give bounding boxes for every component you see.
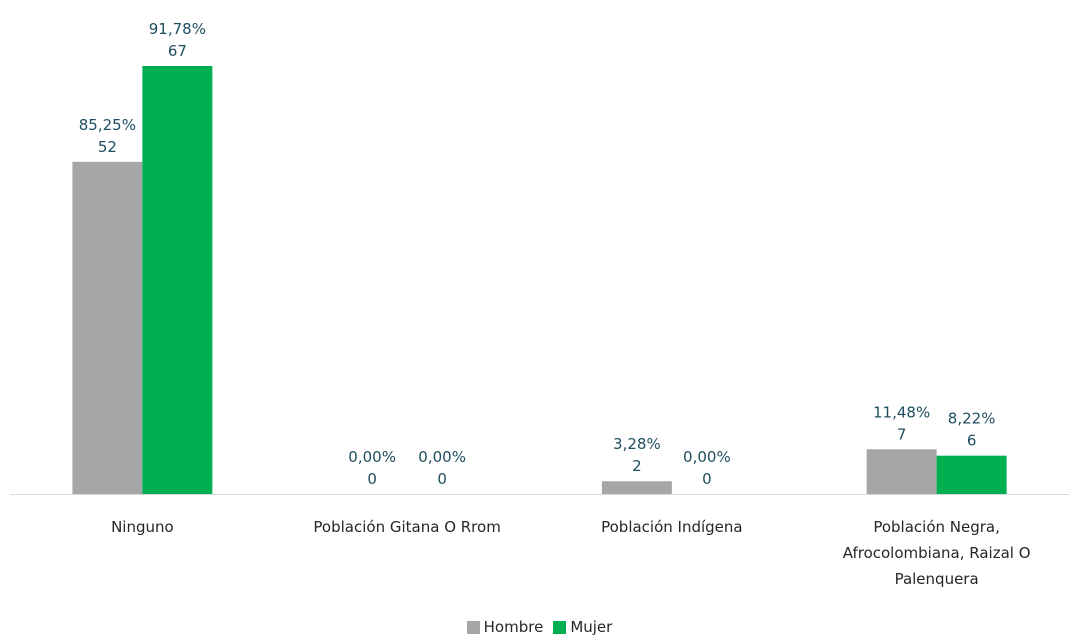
data-label-percent: 85,25% (79, 116, 136, 134)
data-label-percent: 0,00% (683, 448, 731, 466)
category-label: Población Negra, (873, 518, 1000, 536)
data-label-value: 7 (897, 425, 907, 443)
legend-swatch (466, 620, 480, 634)
chart-legend: Hombre Mujer (0, 616, 1079, 638)
data-label-value: 0 (367, 470, 377, 488)
category-label: Afrocolombiana, Raizal O (843, 544, 1031, 562)
data-label-percent: 8,22% (948, 410, 996, 428)
legend-swatch (553, 620, 567, 634)
data-label-percent: 0,00% (418, 448, 466, 466)
data-label-percent: 3,28% (613, 435, 661, 453)
category-label: Ninguno (111, 518, 174, 536)
data-label-value: 0 (437, 470, 447, 488)
legend-item-mujer: Mujer (553, 618, 612, 636)
bar-mujer-0 (142, 66, 213, 494)
bar-mujer-3 (936, 455, 1007, 494)
legend-item-hombre: Hombre (466, 618, 544, 636)
data-label-value: 52 (98, 138, 117, 156)
bar-hombre-2 (601, 481, 672, 494)
category-label: Población Indígena (601, 518, 743, 536)
legend-label: Hombre (483, 618, 544, 636)
data-label-percent: 91,78% (149, 20, 206, 38)
data-label-value: 67 (168, 42, 187, 60)
bar-hombre-0 (72, 161, 143, 494)
category-label: Población Gitana O Rrom (313, 518, 500, 536)
data-label-percent: 0,00% (348, 448, 396, 466)
data-label-value: 0 (702, 470, 712, 488)
bar-hombre-3 (866, 449, 937, 494)
category-label: Palenquera (895, 570, 979, 588)
data-label-percent: 11,48% (873, 403, 930, 421)
data-label-value: 2 (632, 457, 642, 475)
legend-label: Mujer (570, 618, 613, 636)
data-label-value: 6 (967, 432, 977, 450)
